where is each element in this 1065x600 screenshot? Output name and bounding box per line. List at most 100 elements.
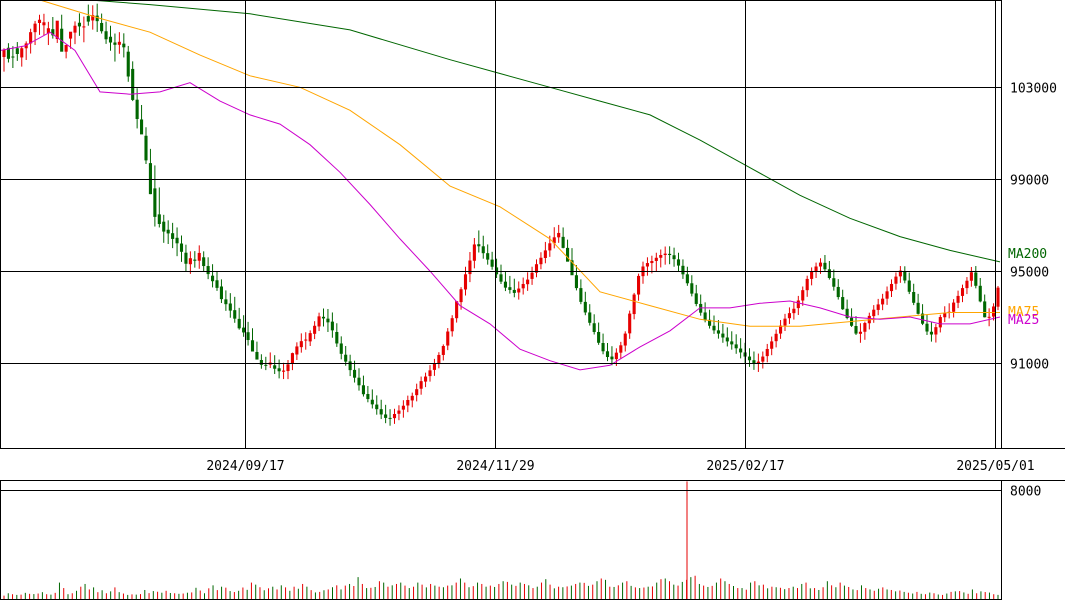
candle-body — [51, 29, 55, 36]
candle-body — [122, 43, 126, 48]
ma-legend-ma75: MA75 — [1008, 305, 1039, 320]
candle-body — [450, 318, 454, 332]
candle-body — [574, 275, 578, 289]
candle-body — [455, 301, 459, 319]
candle-body — [157, 214, 161, 224]
candle-body — [135, 99, 139, 120]
volume-frame — [0, 480, 1002, 600]
candle-body — [925, 323, 929, 332]
candle-body — [592, 323, 596, 332]
candle-body — [676, 259, 681, 266]
candle-body — [344, 354, 348, 362]
candle-body — [992, 306, 996, 317]
candle-body — [805, 278, 809, 291]
candle-body — [308, 333, 312, 342]
candle-body — [561, 236, 565, 248]
ma-legend-ma25: MA25 — [1008, 313, 1039, 328]
candle-body — [29, 32, 33, 44]
candle-body — [166, 229, 170, 234]
candle-body — [566, 247, 570, 262]
candle-body — [246, 332, 250, 341]
candle-body — [787, 313, 791, 319]
candle-body — [557, 232, 561, 238]
candle-body — [228, 303, 232, 311]
candle-body — [685, 274, 689, 284]
candle-body — [277, 368, 281, 372]
candle-body — [95, 15, 99, 22]
x-tick-label: 2024/09/17 — [206, 459, 284, 474]
candle-body — [610, 356, 614, 360]
candle-body — [24, 43, 28, 49]
candle-body — [69, 31, 73, 39]
candle-body — [384, 414, 388, 418]
candle-body — [15, 48, 19, 54]
candle-body — [171, 233, 175, 239]
candle-body — [881, 298, 885, 305]
candle-body — [628, 313, 632, 334]
candle-body — [783, 318, 787, 326]
candle-body — [952, 302, 956, 312]
candle-body — [619, 345, 623, 353]
candle-body — [645, 263, 649, 267]
candle-body — [2, 49, 6, 57]
candle-body — [756, 361, 760, 364]
candle-body — [539, 257, 543, 265]
ma-line-ma25 — [0, 31, 1001, 371]
price-panel — [0, 0, 1001, 426]
candle-body — [672, 255, 676, 260]
candle-body — [583, 301, 587, 313]
price-frame — [0, 0, 1002, 449]
candle-body — [55, 20, 59, 40]
candle-body — [663, 253, 667, 256]
candle-body — [162, 221, 166, 232]
candle-body — [588, 312, 592, 323]
candle-body — [286, 364, 290, 372]
candle-body — [854, 326, 858, 334]
candle-body — [863, 323, 867, 332]
candle-body — [397, 410, 401, 414]
candle-body — [876, 304, 880, 310]
candle-body — [250, 340, 255, 352]
candle-body — [219, 286, 223, 300]
candle-body — [197, 252, 201, 261]
candle-body — [437, 354, 441, 363]
candle-body — [335, 331, 339, 344]
candle-body — [233, 310, 237, 319]
candle-body — [739, 348, 743, 353]
candle-body — [898, 270, 902, 277]
candle-body — [836, 286, 840, 298]
candle-body — [290, 353, 294, 364]
candle-body — [419, 381, 423, 389]
candle-body — [716, 330, 720, 334]
candle-body — [175, 237, 179, 244]
candle-body — [654, 257, 658, 261]
candle-body — [104, 31, 108, 40]
candle-body — [521, 283, 525, 289]
y-tick-label: 91000 — [1010, 358, 1049, 373]
candle-body — [530, 272, 534, 279]
candle-body — [242, 327, 246, 333]
candle-body — [379, 409, 383, 415]
candle-body — [579, 288, 583, 302]
candle-body — [295, 346, 299, 355]
candle-body — [597, 331, 601, 343]
candle-body — [140, 119, 144, 135]
candle-body — [858, 331, 862, 334]
candle-body — [792, 308, 796, 314]
candle-body — [912, 292, 916, 303]
candle-body — [637, 275, 641, 295]
candle-body — [46, 28, 50, 34]
candle-body — [357, 377, 361, 386]
candle-body — [996, 287, 1000, 307]
candle-body — [765, 348, 769, 357]
y-tick-label: 103000 — [1010, 82, 1057, 97]
candle-body — [907, 280, 911, 292]
candle-body — [614, 352, 618, 360]
candle-body — [548, 243, 552, 251]
candle-body — [490, 259, 494, 267]
candle-body — [77, 22, 81, 27]
candle-body — [761, 356, 765, 362]
candle-body — [428, 370, 432, 377]
candle-body — [353, 369, 357, 378]
candle-body — [512, 289, 516, 293]
